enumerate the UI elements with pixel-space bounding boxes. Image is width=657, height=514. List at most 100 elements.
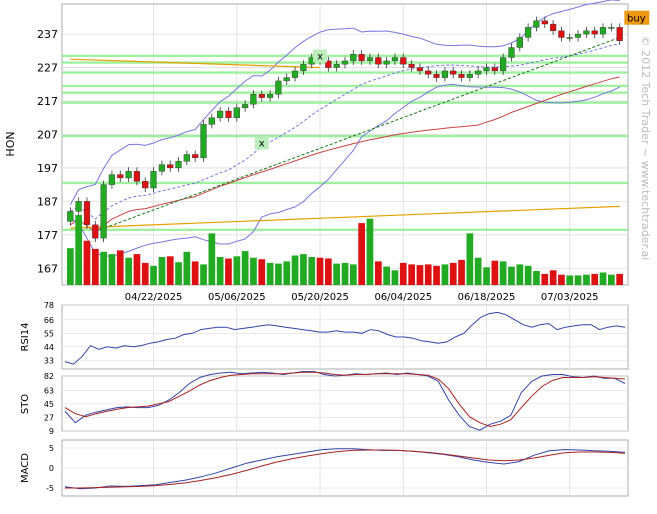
- price-y-label: HON: [4, 131, 17, 156]
- long-moving-average-line: [70, 205, 620, 229]
- volume-bar: [466, 233, 474, 285]
- price-tick-label: 217: [37, 95, 58, 108]
- volume-bar: [599, 272, 607, 285]
- volume-bar: [616, 273, 623, 285]
- candle-body: [150, 171, 157, 189]
- candle-body: [117, 174, 124, 179]
- candle-body: [108, 174, 116, 185]
- candle-body: [208, 117, 215, 125]
- candle-body: [466, 74, 473, 78]
- candle-body: [100, 184, 107, 239]
- price-annotations: x x buy: [254, 10, 650, 150]
- candle-body: [225, 110, 232, 118]
- sto-tick-label: 9: [49, 427, 54, 436]
- sto-panel: 9 27 45 63 82 STO: [20, 371, 629, 436]
- date-tick-label: 07/03/2025: [541, 292, 599, 303]
- volume-bar: [408, 264, 415, 285]
- candle-body: [500, 57, 507, 72]
- macd-lines: [64, 448, 626, 490]
- volume-bar: [416, 265, 424, 285]
- volume-bar: [566, 275, 574, 285]
- volume-bar: [133, 254, 141, 285]
- trend-line: [95, 36, 620, 232]
- volume-bar: [308, 257, 316, 285]
- volume-bar: [266, 262, 274, 285]
- volume-bar: [208, 233, 216, 285]
- candle-body: [142, 181, 149, 189]
- candle-body: [267, 94, 274, 98]
- candle-body: [83, 201, 91, 225]
- volume-bar: [158, 257, 166, 285]
- volume-bar: [583, 274, 590, 285]
- volume-bar: [116, 250, 124, 285]
- candle-body: [425, 70, 432, 75]
- volume-bar: [241, 251, 249, 285]
- rsi-main-line: [64, 311, 626, 365]
- candle-body: [533, 20, 540, 28]
- candle-body: [400, 57, 407, 65]
- volume-bar: [516, 264, 524, 285]
- sto-y-label: STO: [20, 394, 31, 414]
- date-tick-label: 06/18/2025: [458, 292, 516, 303]
- candle-body: [541, 20, 548, 25]
- volume-bar: [67, 248, 74, 285]
- volume-bar: [491, 260, 499, 285]
- candle-body: [591, 30, 598, 35]
- price-y-axis: 167 177 187 197 207 217 227 237: [37, 28, 58, 275]
- candle-body: [92, 224, 99, 239]
- rsi-tick-label: 78: [44, 301, 54, 310]
- candle-body: [558, 30, 565, 38]
- rsi-tick-label: 66: [44, 316, 54, 325]
- candle-body: [550, 23, 557, 32]
- macd-grid: [62, 440, 628, 496]
- candle-body: [216, 110, 224, 118]
- macd-tick-label: 0: [49, 464, 54, 473]
- volume-bar: [441, 264, 449, 285]
- volume-bar: [533, 271, 540, 285]
- volume-bar: [200, 264, 207, 285]
- volume-bar: [524, 265, 532, 285]
- sto-tick-label: 45: [44, 400, 54, 409]
- volume-bar: [549, 270, 557, 285]
- volume-bar: [508, 266, 515, 285]
- candle-body: [358, 54, 365, 62]
- date-tick-label: 05/20/2025: [291, 292, 349, 303]
- candle-body: [433, 74, 440, 78]
- candle-body: [158, 164, 166, 172]
- price-tick-label: 197: [37, 162, 58, 175]
- volume-bar: [433, 265, 440, 285]
- rsi-line: [64, 311, 626, 365]
- candle-body: [350, 54, 357, 62]
- date-tick-label: 06/04/2025: [374, 292, 432, 303]
- candle-body: [133, 171, 141, 182]
- sto-tick-label: 63: [44, 386, 54, 395]
- signal-marker-box: [313, 49, 328, 63]
- volume-bar: [325, 258, 332, 285]
- resistance-line: [70, 58, 321, 69]
- bollinger-lower-line: [70, 83, 620, 257]
- moving-average-20-line: [70, 43, 620, 220]
- volume-bar: [474, 257, 482, 285]
- candle-body: [241, 104, 249, 108]
- candle-body: [608, 27, 615, 29]
- candle-body: [250, 94, 257, 105]
- volume-bar: [125, 257, 132, 285]
- macd-tick-label: -5: [46, 484, 54, 493]
- candle-body: [275, 80, 282, 95]
- candle-body: [599, 27, 607, 35]
- date-tick-label: 04/22/2025: [125, 292, 183, 303]
- candle-body: [325, 60, 332, 68]
- candle-body: [300, 63, 307, 72]
- candle-body: [383, 60, 390, 65]
- candle-body: [167, 164, 174, 169]
- volume-bar: [591, 273, 599, 285]
- candle-body: [525, 27, 532, 38]
- price-tick-label: 177: [37, 229, 58, 242]
- volume-bar: [300, 254, 307, 285]
- rsi-y-label: RSI14: [20, 323, 31, 352]
- volume-bar: [366, 218, 374, 285]
- sto-panel-frame: [61, 375, 629, 432]
- sto-lines: [64, 371, 626, 431]
- volume-bar: [225, 258, 232, 285]
- volume-bar: [183, 251, 191, 285]
